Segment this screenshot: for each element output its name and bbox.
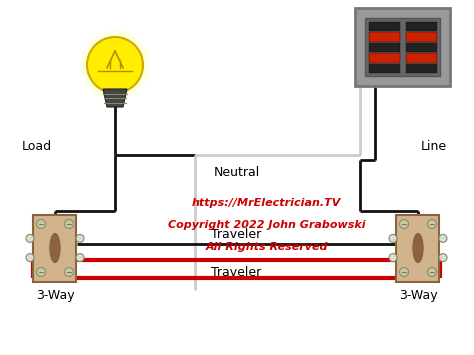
FancyBboxPatch shape bbox=[396, 214, 439, 282]
Circle shape bbox=[400, 268, 409, 277]
Circle shape bbox=[64, 219, 73, 229]
Circle shape bbox=[87, 37, 143, 93]
Text: https://MrElectrician.TV: https://MrElectrician.TV bbox=[192, 198, 341, 208]
Circle shape bbox=[389, 253, 397, 262]
Text: Load: Load bbox=[22, 141, 52, 153]
Circle shape bbox=[400, 219, 409, 229]
Text: Traveler: Traveler bbox=[211, 266, 262, 279]
Text: Copyright 2022 John Grabowski: Copyright 2022 John Grabowski bbox=[168, 220, 365, 230]
FancyBboxPatch shape bbox=[369, 53, 400, 62]
Polygon shape bbox=[103, 89, 127, 107]
FancyBboxPatch shape bbox=[355, 8, 450, 86]
Ellipse shape bbox=[50, 234, 60, 262]
FancyBboxPatch shape bbox=[406, 64, 437, 73]
FancyBboxPatch shape bbox=[369, 32, 400, 42]
FancyBboxPatch shape bbox=[369, 22, 400, 31]
Text: All Rights Reserved: All Rights Reserved bbox=[205, 242, 328, 252]
Circle shape bbox=[36, 219, 46, 229]
FancyBboxPatch shape bbox=[406, 32, 437, 42]
Text: Line: Line bbox=[421, 141, 447, 153]
FancyBboxPatch shape bbox=[406, 22, 437, 31]
Circle shape bbox=[439, 253, 447, 262]
FancyBboxPatch shape bbox=[406, 53, 437, 62]
Circle shape bbox=[389, 234, 397, 242]
Circle shape bbox=[36, 268, 46, 277]
Circle shape bbox=[76, 234, 84, 242]
Text: Neutral: Neutral bbox=[213, 166, 260, 180]
Ellipse shape bbox=[413, 234, 423, 262]
Circle shape bbox=[26, 234, 34, 242]
Circle shape bbox=[428, 268, 437, 277]
Text: Traveler: Traveler bbox=[211, 228, 262, 240]
FancyBboxPatch shape bbox=[34, 214, 76, 282]
Circle shape bbox=[81, 31, 149, 99]
Circle shape bbox=[439, 234, 447, 242]
FancyBboxPatch shape bbox=[365, 18, 440, 76]
Circle shape bbox=[76, 253, 84, 262]
FancyBboxPatch shape bbox=[406, 43, 437, 52]
FancyBboxPatch shape bbox=[369, 64, 400, 73]
Circle shape bbox=[64, 268, 73, 277]
FancyBboxPatch shape bbox=[369, 43, 400, 52]
Text: 3-Way: 3-Way bbox=[399, 289, 438, 301]
Circle shape bbox=[428, 219, 437, 229]
Circle shape bbox=[26, 253, 34, 262]
Text: 3-Way: 3-Way bbox=[36, 289, 74, 301]
